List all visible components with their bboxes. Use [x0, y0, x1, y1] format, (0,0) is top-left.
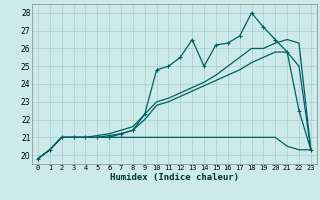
X-axis label: Humidex (Indice chaleur): Humidex (Indice chaleur) — [110, 173, 239, 182]
